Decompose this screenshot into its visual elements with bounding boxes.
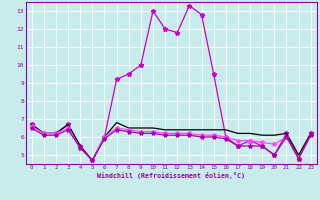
- X-axis label: Windchill (Refroidissement éolien,°C): Windchill (Refroidissement éolien,°C): [97, 172, 245, 179]
